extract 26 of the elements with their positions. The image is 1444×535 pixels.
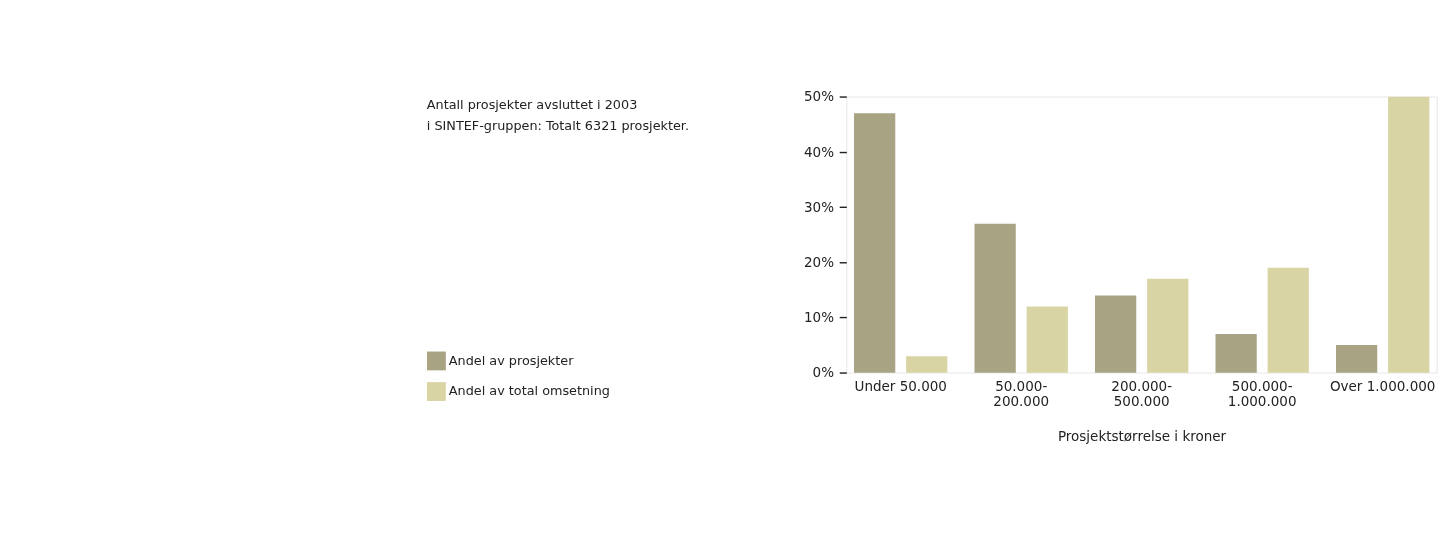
bar — [854, 113, 896, 373]
x-tick-label: 500.000-1.000.000 — [1227, 377, 1297, 410]
x-tick-label: 50.000-200.000 — [993, 377, 1050, 410]
y-tick-label: 30% — [804, 198, 835, 215]
y-tick-label: 0% — [812, 364, 835, 381]
bar — [1147, 278, 1189, 373]
bar — [1335, 345, 1378, 373]
text: Antall prosjekter avsluttet i 2003 — [426, 96, 638, 112]
x-tick-label: Over 1.000.000 — [1329, 377, 1436, 394]
bar — [1095, 295, 1137, 373]
y-tick-label: 10% — [804, 309, 835, 326]
text: i SINTEF-gruppen: Totalt 6321 prosjekter. — [426, 118, 689, 134]
y-tick-label: 50% — [804, 88, 835, 105]
x-tick-label: 200.000-500.000 — [1111, 377, 1173, 410]
y-tick-label: 20% — [804, 253, 835, 270]
bar — [1215, 334, 1257, 373]
y-tick-label: 40% — [804, 143, 835, 160]
x-tick-label: Under 50.000 — [854, 377, 947, 394]
x-axis-title: Prosjektstørrelse i kroner — [1057, 428, 1227, 445]
legend-label: Andel av prosjekter — [448, 352, 575, 368]
bar — [974, 223, 1016, 373]
bar — [1026, 306, 1068, 373]
bar — [1267, 267, 1309, 373]
bar — [1388, 96, 1430, 373]
bar — [906, 356, 948, 373]
legend-label: Andel av total omsetning — [448, 383, 610, 399]
